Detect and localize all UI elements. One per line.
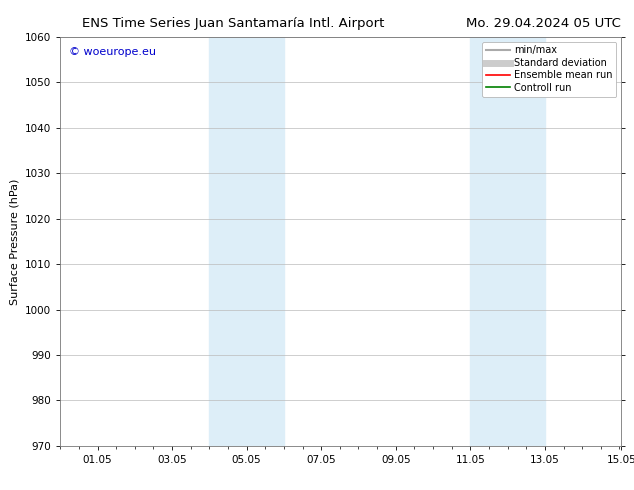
Bar bbox=[470, 37, 545, 446]
Bar bbox=[209, 37, 284, 446]
Text: Mo. 29.04.2024 05 UTC: Mo. 29.04.2024 05 UTC bbox=[467, 17, 621, 30]
Y-axis label: Surface Pressure (hPa): Surface Pressure (hPa) bbox=[10, 178, 20, 304]
Text: © woeurope.eu: © woeurope.eu bbox=[68, 47, 155, 57]
Legend: min/max, Standard deviation, Ensemble mean run, Controll run: min/max, Standard deviation, Ensemble me… bbox=[482, 42, 616, 97]
Text: ENS Time Series Juan Santamaría Intl. Airport: ENS Time Series Juan Santamaría Intl. Ai… bbox=[82, 17, 385, 30]
